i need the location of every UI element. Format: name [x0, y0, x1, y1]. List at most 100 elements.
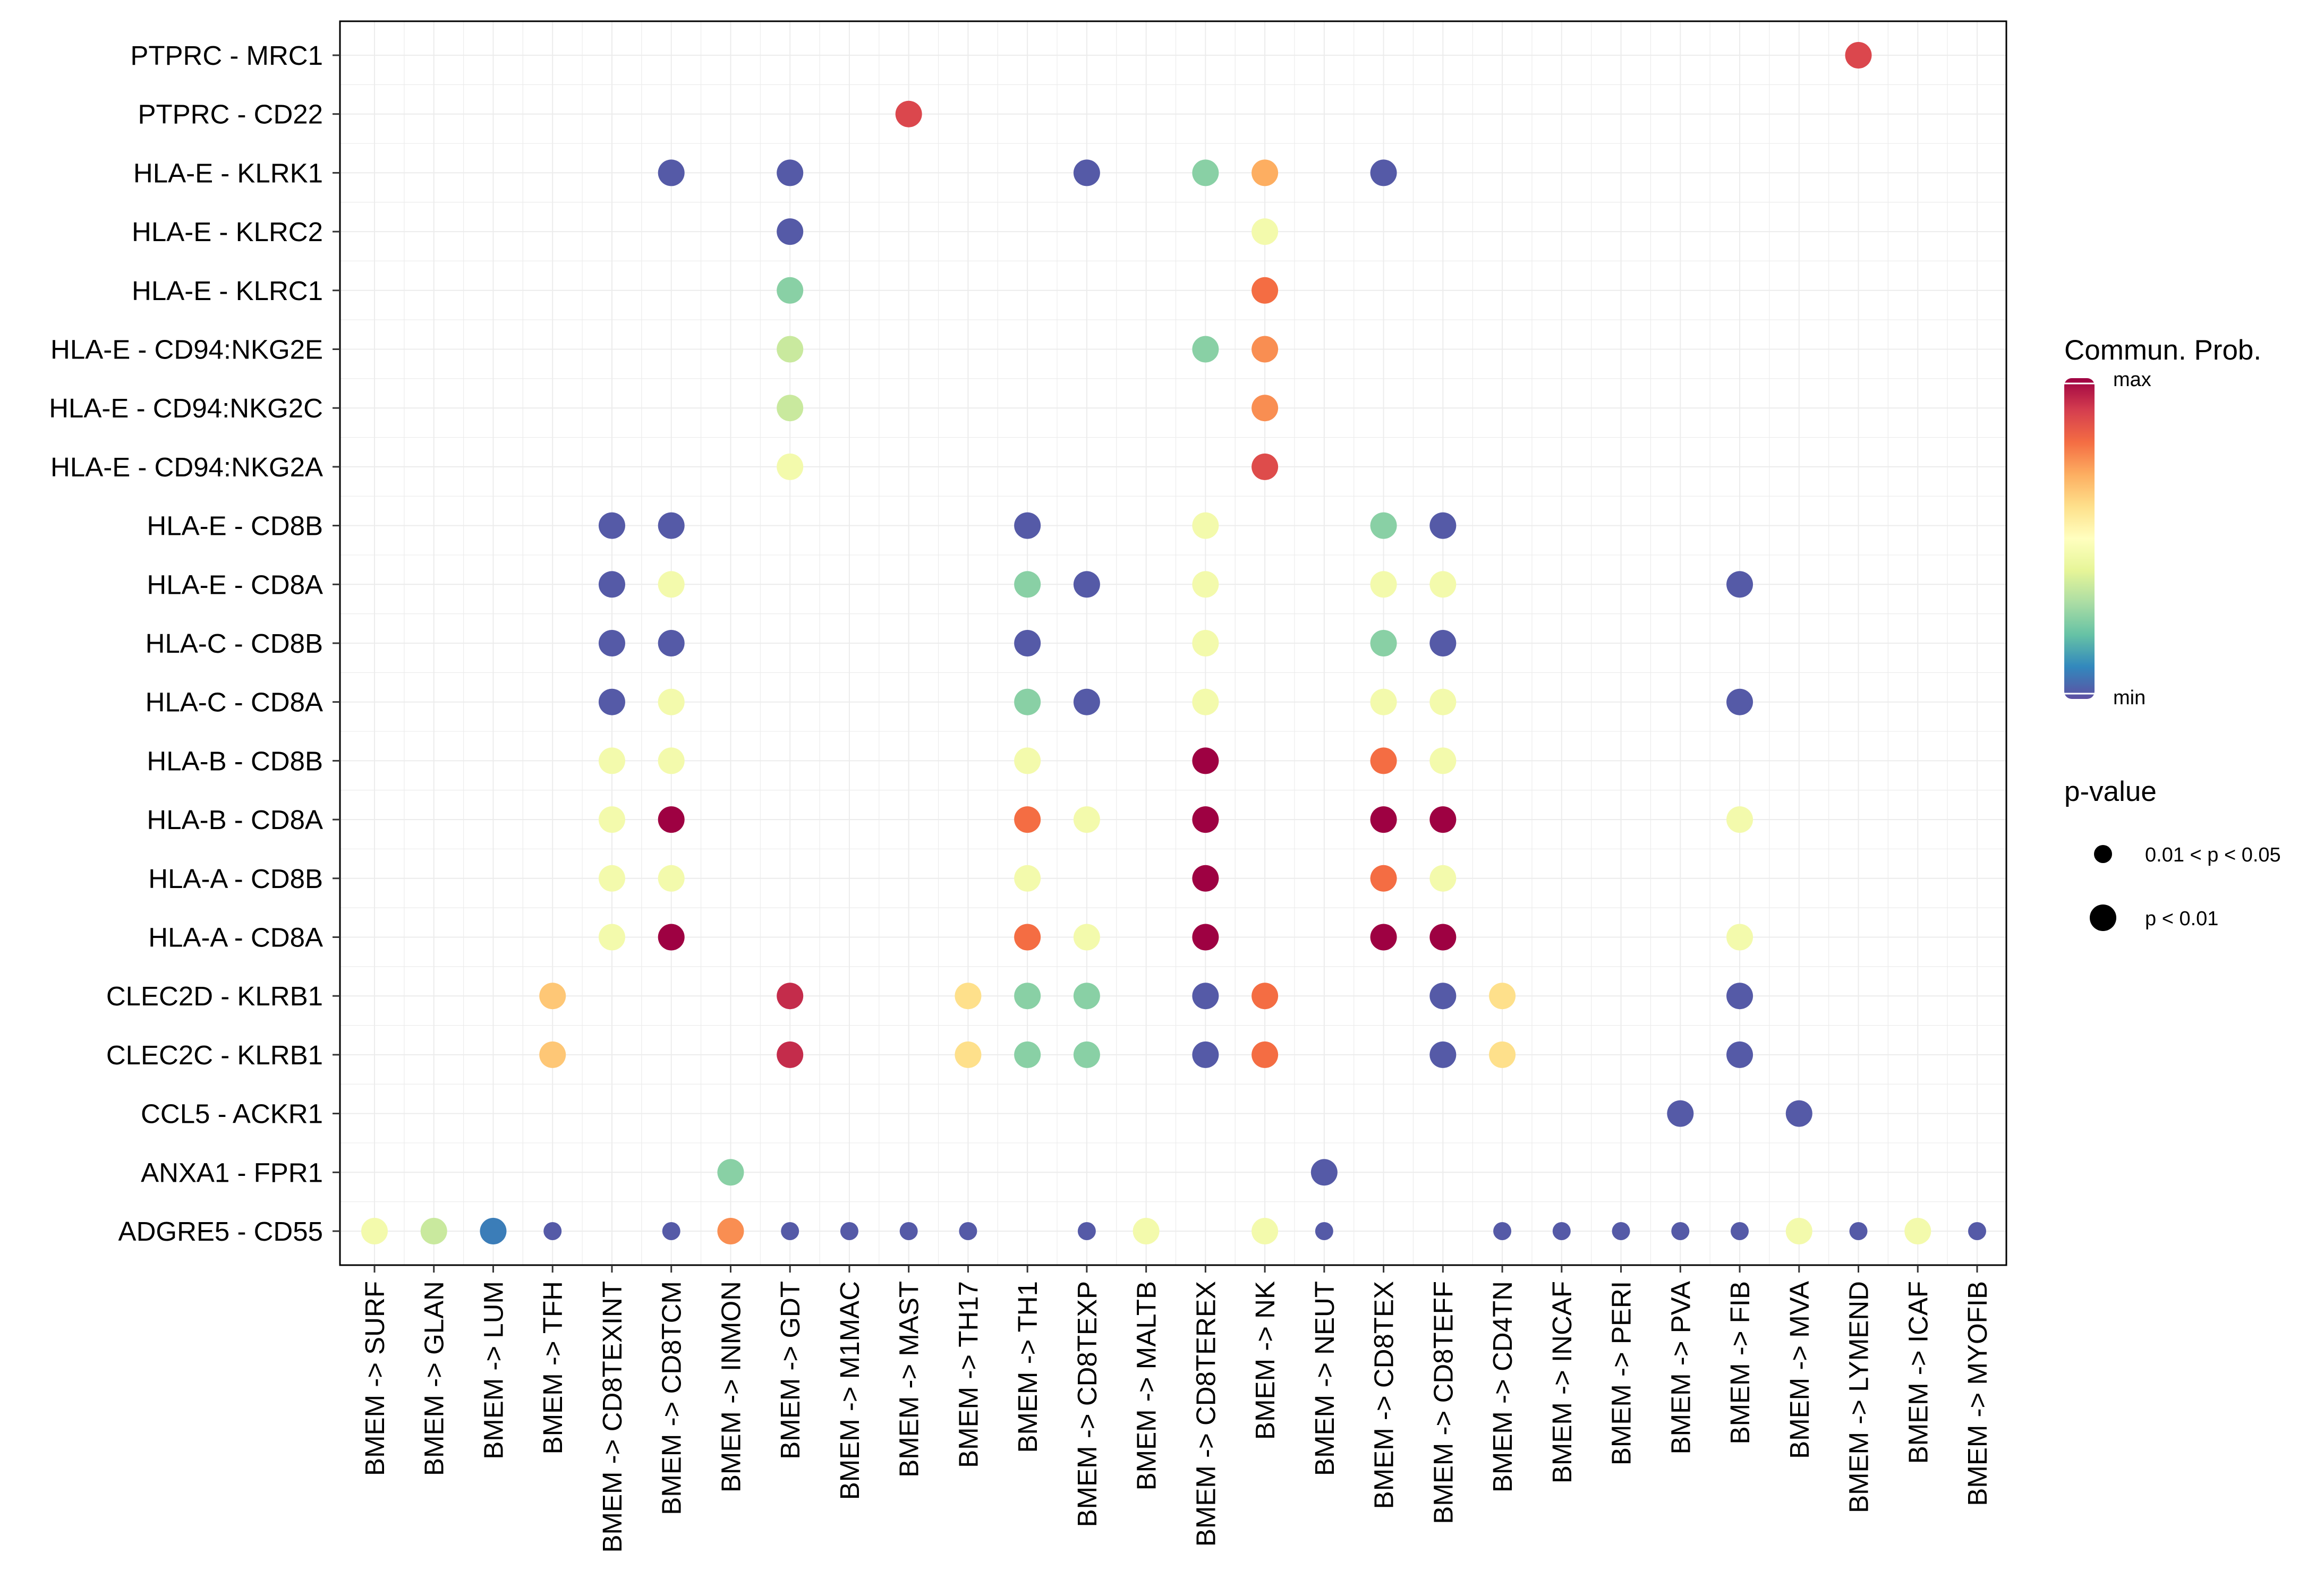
data-point	[1731, 1222, 1749, 1240]
data-point	[1667, 1100, 1694, 1127]
data-point	[1073, 688, 1100, 715]
data-point	[1014, 571, 1041, 598]
x-axis: BMEM -> SURF BMEM -> GLAN BMEM -> LUM BMEM …	[360, 1265, 1993, 1552]
x-tick-label: BMEM -> M1MAC	[835, 1281, 865, 1500]
y-tick-label: HLA-E - CD94:NKG2E	[50, 335, 323, 365]
data-point	[1192, 1041, 1219, 1068]
x-tick-label: BMEM -> NK	[1250, 1281, 1280, 1440]
data-point	[658, 924, 685, 951]
data-point	[539, 983, 566, 1010]
data-point	[1370, 924, 1397, 951]
size-legend-label-small: 0.01 < p < 0.05	[2145, 844, 2281, 866]
x-tick-label: BMEM -> CD8TEX	[1369, 1281, 1399, 1509]
x-tick-label: BMEM -> SURF	[360, 1281, 390, 1476]
data-point	[1133, 1218, 1160, 1244]
data-point	[959, 1222, 977, 1240]
data-point	[1968, 1222, 1986, 1240]
data-point	[1252, 277, 1279, 304]
data-point	[1073, 1041, 1100, 1068]
data-point	[1785, 1100, 1812, 1127]
x-tick-label: BMEM -> MYOFIB	[1962, 1281, 1993, 1506]
data-point	[658, 688, 685, 715]
y-tick-label: HLA-E - CD8A	[147, 569, 323, 600]
data-point	[1192, 747, 1219, 774]
colorbar	[2064, 378, 2095, 699]
y-tick-label: HLA-E - CD94:NKG2A	[50, 452, 323, 482]
data-point	[658, 630, 685, 656]
data-point	[1252, 395, 1279, 422]
y-tick-label: HLA-C - CD8A	[146, 687, 323, 718]
data-point	[658, 571, 685, 598]
data-point	[1429, 806, 1457, 833]
colorbar-max-label: max	[2113, 369, 2151, 391]
y-tick-label: HLA-B - CD8A	[147, 805, 323, 835]
y-tick-label: HLA-A - CD8B	[148, 864, 323, 894]
size-legend-dot-small	[2094, 845, 2112, 863]
data-point	[1073, 806, 1100, 833]
data-point	[598, 688, 625, 715]
data-point	[1429, 983, 1457, 1010]
y-tick-label: CLEC2C - KLRB1	[106, 1040, 323, 1070]
data-point	[1726, 1041, 1753, 1068]
data-point	[1192, 336, 1219, 363]
data-point	[1370, 865, 1397, 892]
data-point	[777, 159, 804, 186]
data-point	[1489, 983, 1516, 1010]
data-point	[1192, 159, 1219, 186]
data-point	[598, 865, 625, 892]
data-point	[1429, 1041, 1457, 1068]
x-tick-label: BMEM -> MVA	[1784, 1281, 1815, 1459]
data-point	[1073, 924, 1100, 951]
x-tick-label: BMEM -> MAST	[894, 1281, 924, 1478]
x-tick-label: BMEM -> ICAF	[1903, 1281, 1933, 1464]
data-point	[1370, 630, 1397, 656]
y-tick-label: PTPRC - MRC1	[130, 40, 323, 71]
data-point	[1192, 512, 1219, 539]
data-point	[598, 571, 625, 598]
y-axis: PTPRC - MRC1 PTPRC - CD22 HLA-E - KLRK1 HLA…	[49, 40, 340, 1247]
data-point	[1370, 747, 1397, 774]
data-point	[1252, 218, 1279, 245]
data-point	[1192, 688, 1219, 715]
y-tick-label: HLA-E - KLRK1	[133, 158, 323, 188]
data-point	[1192, 571, 1219, 598]
data-point	[1192, 983, 1219, 1010]
legend: Commun. Prob. max min p-value 0.01 < p <…	[2064, 335, 2281, 931]
data-point	[955, 1041, 982, 1068]
data-point	[1904, 1218, 1931, 1244]
data-point	[480, 1218, 507, 1244]
data-point	[777, 277, 804, 304]
x-tick-label: BMEM -> TH17	[953, 1281, 983, 1468]
data-point	[1014, 865, 1041, 892]
y-tick-label: HLA-E - CD94:NKG2C	[49, 393, 323, 423]
data-point	[717, 1159, 744, 1186]
data-point	[1493, 1222, 1512, 1240]
x-tick-label: BMEM -> NEUT	[1309, 1281, 1340, 1476]
data-point	[1192, 924, 1219, 951]
data-point	[1315, 1222, 1333, 1240]
data-point	[1192, 630, 1219, 656]
y-tick-label: ANXA1 - FPR1	[141, 1157, 323, 1188]
x-tick-label: BMEM -> CD8TCM	[657, 1281, 687, 1515]
data-point	[658, 747, 685, 774]
colorbar-title: Commun. Prob.	[2064, 335, 2261, 366]
data-point	[1489, 1041, 1516, 1068]
data-point	[1726, 924, 1753, 951]
data-point	[781, 1222, 799, 1240]
y-tick-label: CCL5 - ACKR1	[141, 1099, 323, 1129]
data-point	[1014, 512, 1041, 539]
data-point	[1014, 924, 1041, 951]
data-point	[1252, 983, 1279, 1010]
x-tick-label: BMEM -> GDT	[775, 1281, 805, 1460]
data-point	[1252, 336, 1279, 363]
data-point	[955, 983, 982, 1010]
data-point	[1726, 806, 1753, 833]
y-tick-label: HLA-A - CD8A	[148, 923, 323, 953]
x-tick-label: BMEM -> GLAN	[419, 1281, 449, 1476]
data-point	[1014, 688, 1041, 715]
data-point	[598, 806, 625, 833]
data-point	[1849, 1222, 1868, 1240]
x-tick-label: BMEM -> TH1	[1012, 1281, 1043, 1453]
data-point	[777, 395, 804, 422]
data-point	[777, 336, 804, 363]
